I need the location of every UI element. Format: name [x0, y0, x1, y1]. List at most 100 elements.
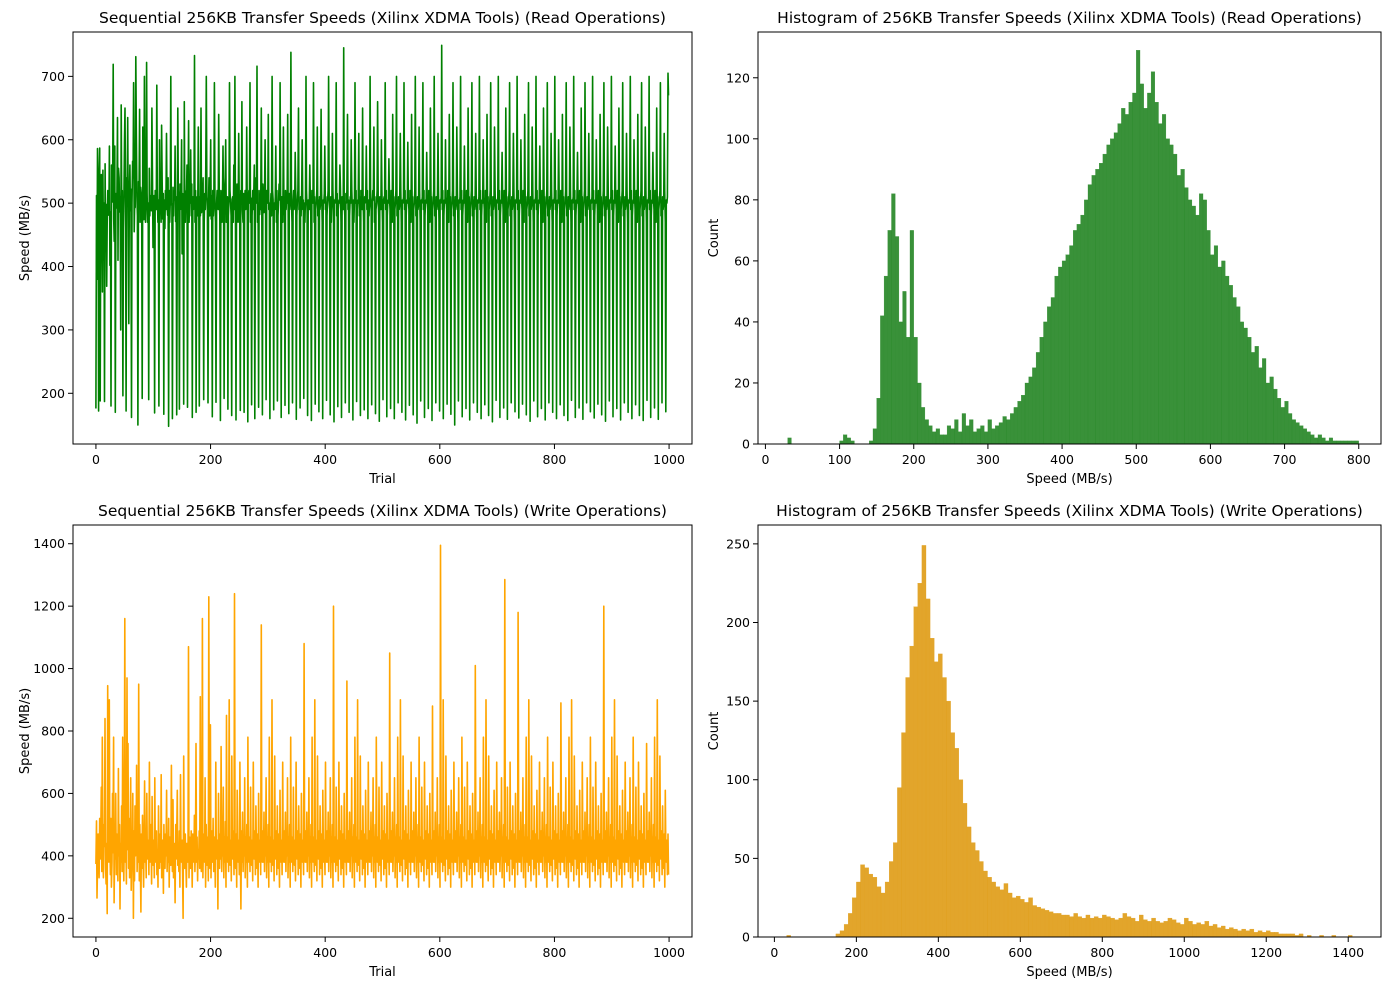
histogram-bar	[856, 881, 861, 938]
histogram-bar	[1288, 413, 1293, 445]
histogram-bar	[1257, 930, 1263, 938]
x-tick-label: 1000	[653, 945, 685, 960]
x-tick-label: 200	[199, 945, 223, 960]
histogram-bar	[868, 873, 873, 938]
histogram-bar	[1093, 916, 1099, 938]
histogram-bar	[1039, 337, 1044, 445]
histogram-bar	[984, 431, 989, 445]
histogram-bar	[1106, 916, 1111, 938]
histogram-bar	[1154, 102, 1159, 445]
x-tick-label: 800	[543, 945, 567, 960]
plot-frame	[757, 31, 1382, 445]
histogram-bar	[1269, 376, 1274, 445]
histogram-bar	[905, 677, 910, 938]
histogram-bar	[846, 437, 851, 445]
histogram-bar	[1151, 917, 1156, 938]
histogram-bar	[1191, 205, 1196, 445]
histogram-bar	[1032, 905, 1037, 938]
y-tick-label: 500	[41, 196, 65, 211]
histogram-bar	[970, 842, 976, 938]
histogram-bar	[1065, 914, 1070, 938]
histogram-bar	[1302, 428, 1307, 445]
histogram-bar	[1261, 932, 1267, 938]
histogram-bar	[1212, 924, 1218, 938]
histogram-bar	[1284, 401, 1289, 445]
histogram-bar	[1208, 925, 1214, 938]
x-tick-label: 600	[428, 945, 452, 960]
y-tick-label: 80	[734, 192, 750, 207]
histogram-bar	[1124, 114, 1129, 445]
x-tick-label: 1000	[1168, 945, 1200, 960]
histogram-bar	[1003, 883, 1009, 938]
histogram-bar	[1143, 108, 1148, 445]
histogram-bar	[1328, 437, 1333, 445]
y-tick-label: 200	[726, 615, 750, 630]
histogram-bar	[969, 419, 974, 445]
x-tick-label: 200	[199, 452, 223, 467]
y-tick-label: 400	[41, 259, 65, 274]
x-tick-label: 400	[1050, 452, 1074, 467]
histogram-bar	[1245, 930, 1250, 938]
histogram-bar	[1081, 917, 1087, 938]
y-tick-label: 40	[734, 314, 750, 329]
histogram-bar	[938, 653, 943, 938]
histogram-bar	[1239, 321, 1244, 445]
histogram-bar	[965, 425, 970, 445]
histogram-bar	[1099, 163, 1104, 445]
histogram-bar	[1121, 108, 1126, 445]
histogram-bar	[962, 803, 968, 938]
histogram-bar	[1117, 123, 1122, 445]
histogram-bar	[991, 881, 996, 938]
x-axis-label: Speed (MB/s)	[1026, 965, 1112, 980]
histogram-bar	[1199, 193, 1204, 445]
histogram-bar	[1122, 913, 1128, 938]
histogram-bar	[961, 413, 966, 445]
histogram-bar	[1132, 92, 1137, 445]
x-axis-label: Trial	[368, 965, 396, 980]
histogram-bar	[1080, 214, 1085, 445]
histogram-bar	[1180, 924, 1185, 938]
histogram-bar	[1265, 382, 1270, 445]
histogram-bar	[1114, 919, 1119, 938]
histogram-bar	[876, 398, 881, 445]
histogram-bar	[1200, 924, 1205, 938]
histogram-bar	[1069, 916, 1074, 938]
y-tick-label: 1400	[33, 536, 65, 551]
histogram-bar	[883, 275, 888, 445]
histogram-bar	[913, 337, 918, 445]
histogram-bar	[932, 431, 937, 445]
histogram-bar	[1047, 306, 1052, 445]
histogram-bar	[1102, 153, 1107, 445]
histogram-bar	[1184, 917, 1189, 938]
x-tick-label: 400	[926, 945, 950, 960]
histogram-bar	[887, 230, 892, 445]
x-tick-label: 200	[902, 452, 926, 467]
plot-frame	[757, 524, 1382, 938]
chart-title: Histogram of 256KB Transfer Speeds (Xili…	[776, 502, 1363, 520]
x-axis-label: Trial	[368, 472, 396, 487]
chart-title: Sequential 256KB Transfer Speeds (Xilinx…	[99, 9, 666, 27]
x-tick-label: 200	[844, 945, 868, 960]
histogram-bar	[893, 842, 898, 938]
histogram-bar	[1162, 114, 1167, 445]
histogram-bar	[1058, 266, 1063, 445]
histogram-bar	[1163, 921, 1169, 938]
x-tick-label: 500	[1124, 452, 1148, 467]
histogram-bar	[1139, 83, 1144, 445]
y-tick-label: 600	[41, 786, 65, 801]
series-line	[95, 544, 670, 920]
x-tick-label: 400	[313, 452, 337, 467]
histogram-bar	[1243, 327, 1248, 445]
histogram-bar	[1106, 144, 1111, 445]
histogram-bar	[1192, 924, 1197, 938]
histogram-bar	[1028, 897, 1033, 938]
histogram-bar	[1011, 897, 1017, 938]
histogram-bar	[1054, 275, 1059, 445]
histogram-bar	[1184, 187, 1189, 445]
histogram-bar	[958, 779, 964, 938]
histogram-bar	[1270, 932, 1275, 938]
histogram-bar	[917, 583, 923, 938]
histogram-bar	[872, 428, 877, 445]
histogram-bar	[1228, 285, 1233, 445]
histogram-bar	[1221, 925, 1226, 938]
